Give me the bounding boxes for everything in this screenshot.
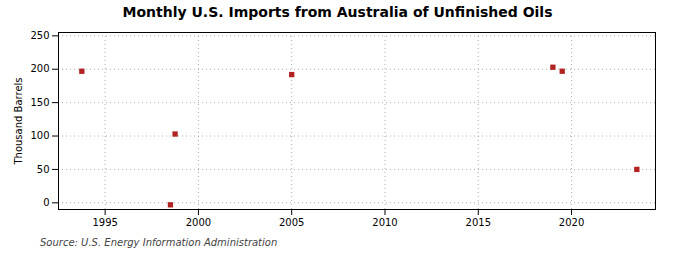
svg-text:2015: 2015: [466, 217, 491, 228]
svg-text:100: 100: [30, 130, 49, 141]
svg-text:50: 50: [37, 164, 50, 175]
svg-text:1995: 1995: [92, 217, 117, 228]
svg-text:2020: 2020: [559, 217, 584, 228]
html-text:Monthly U.S. Imports from Aust: Monthly U.S. Imports from Australia of U…: [122, 4, 553, 20]
svg-text:Thousand Barrels: Thousand Barrels: [13, 77, 24, 165]
svg-text:0: 0: [43, 197, 49, 208]
svg-text:250: 250: [30, 30, 49, 41]
svg-text:2000: 2000: [186, 217, 211, 228]
svg-text:2010: 2010: [372, 217, 397, 228]
svg-text:150: 150: [30, 97, 49, 108]
html-text:Source: U.S. Energy Informatio: Source: U.S. Energy Information Administ…: [40, 237, 278, 248]
svg-text:200: 200: [30, 63, 49, 74]
svg-text:2005: 2005: [279, 217, 304, 228]
